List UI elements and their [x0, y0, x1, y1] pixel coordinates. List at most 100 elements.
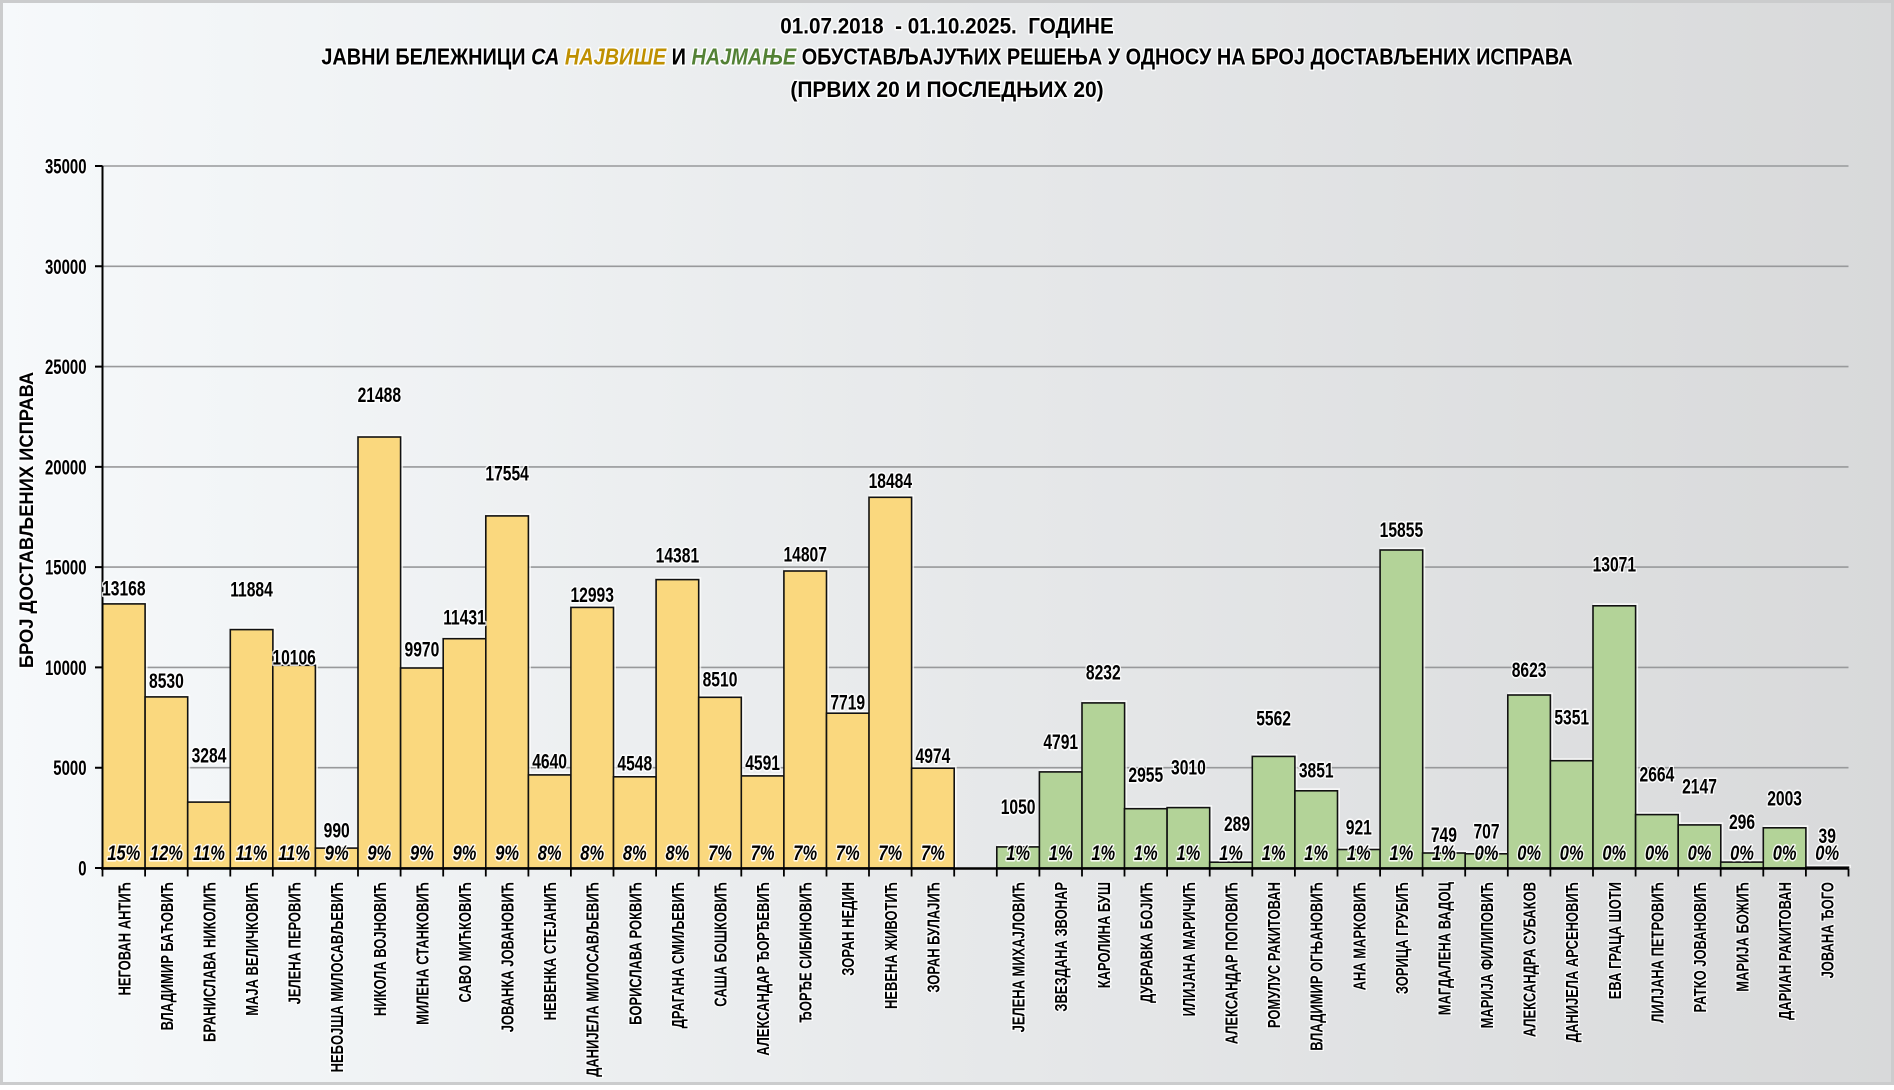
svg-text:КАРОЛИНА БУШ: КАРОЛИНА БУШ	[1095, 882, 1115, 988]
svg-text:БОРИСЛАВА РОКВИЋ: БОРИСЛАВА РОКВИЋ	[626, 882, 646, 1025]
svg-text:АНА МАРКОВИЋ: АНА МАРКОВИЋ	[1350, 882, 1370, 990]
svg-text:5562: 5562	[1256, 706, 1291, 730]
svg-text:0%: 0%	[1730, 841, 1754, 864]
svg-text:НЕГОВАН АНТИЋ: НЕГОВАН АНТИЋ	[115, 882, 135, 996]
svg-text:МИЛЕНА СТАНКОВИЋ: МИЛЕНА СТАНКОВИЋ	[413, 882, 433, 1025]
svg-text:0%: 0%	[1602, 841, 1626, 864]
svg-text:9%: 9%	[410, 841, 434, 864]
svg-text:9%: 9%	[453, 841, 477, 864]
svg-text:15855: 15855	[1380, 518, 1423, 542]
svg-text:0%: 0%	[1560, 841, 1584, 864]
svg-text:13071: 13071	[1593, 552, 1636, 576]
svg-text:1%: 1%	[1304, 841, 1328, 864]
svg-text:МАРИЈА БОЖИЋ: МАРИЈА БОЖИЋ	[1734, 882, 1754, 992]
svg-text:БРАНИСЛАВА НИКОЛИЋ: БРАНИСЛАВА НИКОЛИЋ	[201, 882, 221, 1042]
svg-text:МАЈА ВЕЛИЧКОВИЋ: МАЈА ВЕЛИЧКОВИЋ	[243, 882, 263, 1016]
svg-text:САША БОШКОВИЋ: САША БОШКОВИЋ	[712, 882, 732, 1007]
svg-text:296: 296	[1729, 810, 1755, 834]
svg-text:8%: 8%	[580, 841, 604, 864]
svg-text:11%: 11%	[278, 841, 310, 864]
svg-text:289: 289	[1224, 812, 1250, 836]
svg-text:ДАНИЈЕЛА АРСЕНОВИЋ: ДАНИЈЕЛА АРСЕНОВИЋ	[1563, 882, 1583, 1042]
svg-text:35000: 35000	[45, 155, 86, 178]
svg-text:8510: 8510	[703, 667, 738, 691]
svg-text:12993: 12993	[570, 583, 613, 607]
svg-text:8530: 8530	[149, 669, 184, 693]
svg-text:10106: 10106	[272, 645, 315, 669]
svg-text:ДРАГАНА СМИЉЕВИЋ: ДРАГАНА СМИЉЕВИЋ	[669, 882, 689, 1028]
svg-text:7719: 7719	[830, 690, 865, 714]
svg-text:707: 707	[1473, 819, 1499, 843]
svg-text:0%: 0%	[1688, 841, 1712, 864]
svg-text:ЈОВАНА ЂОГО: ЈОВАНА ЂОГО	[1819, 882, 1839, 978]
svg-text:ЈЕЛЕНА ПЕРОВИЋ: ЈЕЛЕНА ПЕРОВИЋ	[286, 882, 306, 1004]
svg-text:АЛЕКСАНДАР ПОПОВИЋ: АЛЕКСАНДАР ПОПОВИЋ	[1223, 882, 1243, 1044]
svg-text:15%: 15%	[107, 841, 140, 864]
svg-text:7%: 7%	[921, 841, 945, 864]
svg-text:ВЛАДИМИР БАЋОВИЋ: ВЛАДИМИР БАЋОВИЋ	[158, 882, 178, 1030]
svg-text:12%: 12%	[150, 841, 183, 864]
svg-text:0: 0	[78, 857, 86, 880]
svg-text:МАРИЈА ФИЛИПОВИЋ: МАРИЈА ФИЛИПОВИЋ	[1478, 882, 1498, 1028]
svg-text:7%: 7%	[751, 841, 775, 864]
svg-text:3010: 3010	[1171, 755, 1206, 779]
svg-text:8623: 8623	[1512, 658, 1547, 682]
svg-text:1%: 1%	[1134, 841, 1158, 864]
svg-text:9970: 9970	[405, 637, 440, 661]
svg-text:11884: 11884	[230, 577, 273, 601]
svg-text:1%: 1%	[1176, 841, 1200, 864]
svg-text:11%: 11%	[236, 841, 268, 864]
svg-text:20000: 20000	[45, 456, 86, 479]
svg-text:25000: 25000	[45, 356, 86, 379]
svg-text:01.07.2018 - 01.10.2025. ГОД: 01.07.2018 - 01.10.2025. ГОДИНЕ	[780, 14, 1113, 39]
svg-text:ЗОРАН БУЛАЈИЋ: ЗОРАН БУЛАЈИЋ	[924, 882, 944, 993]
svg-text:0%: 0%	[1475, 841, 1499, 864]
svg-text:4640: 4640	[532, 749, 567, 773]
svg-text:АЛЕКСАНДРА СУБАКОВ: АЛЕКСАНДРА СУБАКОВ	[1521, 882, 1541, 1037]
svg-text:8232: 8232	[1086, 660, 1121, 684]
svg-text:2955: 2955	[1128, 763, 1163, 787]
svg-text:НЕВЕНКА СТЕЈАНИЋ: НЕВЕНКА СТЕЈАНИЋ	[541, 882, 561, 1020]
svg-text:2664: 2664	[1640, 762, 1675, 786]
svg-text:1050: 1050	[1001, 795, 1036, 819]
svg-text:14807: 14807	[783, 542, 826, 566]
svg-text:7%: 7%	[708, 841, 732, 864]
svg-text:30000: 30000	[45, 255, 86, 278]
svg-text:1%: 1%	[1389, 841, 1413, 864]
svg-text:0%: 0%	[1517, 841, 1541, 864]
svg-text:1%: 1%	[1262, 841, 1286, 864]
svg-text:17554: 17554	[485, 461, 529, 485]
svg-text:8%: 8%	[538, 841, 562, 864]
svg-text:САВО МИЋКОВИЋ: САВО МИЋКОВИЋ	[456, 882, 476, 1002]
svg-text:НЕБОЈША МИЛОСАВЉЕВИЋ: НЕБОЈША МИЛОСАВЉЕВИЋ	[328, 882, 348, 1072]
svg-text:2003: 2003	[1767, 786, 1802, 810]
svg-text:1%: 1%	[1049, 841, 1073, 864]
svg-text:13168: 13168	[102, 576, 145, 600]
svg-text:3851: 3851	[1299, 758, 1334, 782]
svg-text:2147: 2147	[1682, 774, 1717, 798]
svg-text:7%: 7%	[793, 841, 817, 864]
svg-text:14381: 14381	[656, 543, 699, 567]
svg-text:5000: 5000	[53, 757, 86, 780]
svg-text:МАГДАЛЕНА ВАДОЦ: МАГДАЛЕНА ВАДОЦ	[1435, 882, 1455, 1016]
svg-text:1%: 1%	[1347, 841, 1371, 864]
svg-text:ДАНИЈЕЛА МИЛОСАВЉЕВИЋ: ДАНИЈЕЛА МИЛОСАВЉЕВИЋ	[584, 882, 604, 1077]
svg-text:3284: 3284	[192, 743, 227, 767]
svg-text:4974: 4974	[916, 744, 951, 768]
svg-text:1%: 1%	[1091, 841, 1115, 864]
svg-text:НИКОЛА ВОЈНОВИЋ: НИКОЛА ВОЈНОВИЋ	[371, 882, 391, 1016]
svg-text:7%: 7%	[878, 841, 902, 864]
svg-text:21488: 21488	[358, 383, 401, 407]
svg-text:ЗВЕЗДАНА ЗВОНАР: ЗВЕЗДАНА ЗВОНАР	[1052, 882, 1072, 1012]
svg-text:БРОЈ ДОСТАВЉЕНИХ ИСПРАВА: БРОЈ ДОСТАВЉЕНИХ ИСПРАВА	[16, 372, 37, 668]
svg-text:4548: 4548	[617, 751, 652, 775]
svg-text:1%: 1%	[1006, 841, 1030, 864]
svg-text:РАТКО ЈОВАНОВИЋ: РАТКО ЈОВАНОВИЋ	[1691, 882, 1711, 1012]
svg-text:ЗОРИЦА ГРУБИЋ: ЗОРИЦА ГРУБИЋ	[1393, 882, 1413, 994]
svg-text:0%: 0%	[1645, 841, 1669, 864]
svg-text:ЈАВНИ БЕЛЕЖНИЦИ СА НАЈВИШЕ И Н: ЈАВНИ БЕЛЕЖНИЦИ СА НАЈВИШЕ И НАЈМАЊЕ ОБУ…	[321, 44, 1572, 70]
svg-text:9%: 9%	[325, 841, 349, 864]
svg-text:ВЛАДИМИР ОГЊАНОВИЋ: ВЛАДИМИР ОГЊАНОВИЋ	[1308, 882, 1328, 1051]
svg-text:0%: 0%	[1815, 841, 1839, 864]
svg-text:18484: 18484	[869, 469, 913, 493]
